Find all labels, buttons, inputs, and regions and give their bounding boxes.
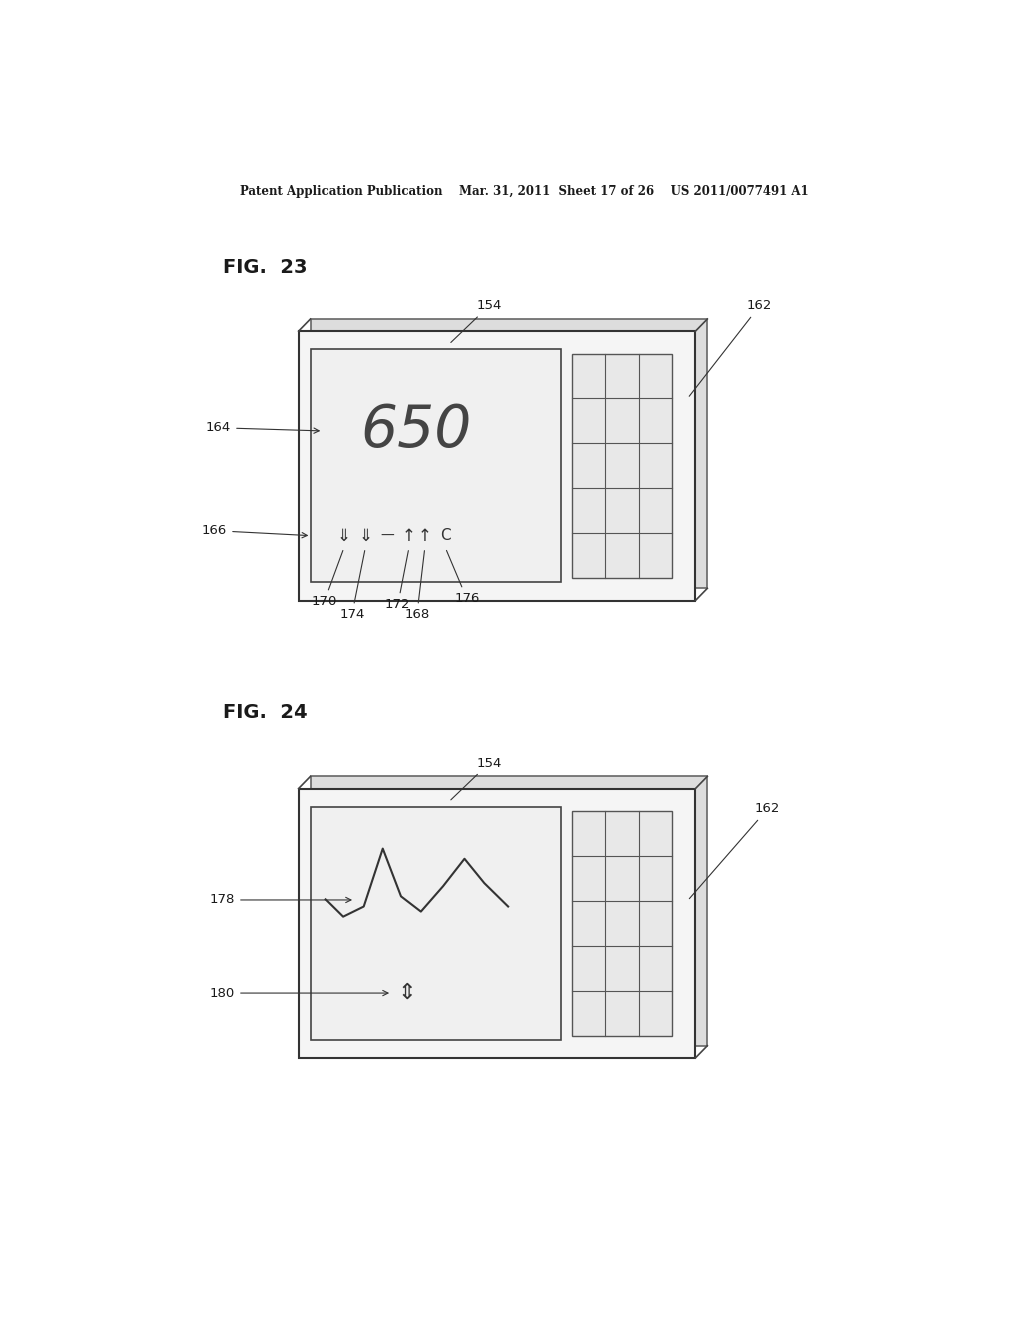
Text: 154: 154 bbox=[451, 300, 502, 342]
Text: 176: 176 bbox=[446, 550, 479, 605]
Text: 178: 178 bbox=[210, 894, 351, 907]
Text: FIG.  24: FIG. 24 bbox=[223, 702, 308, 722]
Text: 168: 168 bbox=[404, 550, 429, 622]
Bar bbox=[310, 319, 708, 589]
Text: 174: 174 bbox=[339, 550, 365, 622]
Text: —: — bbox=[381, 529, 394, 543]
Text: ↑: ↑ bbox=[418, 527, 432, 545]
Text: 172: 172 bbox=[385, 550, 411, 611]
Text: 180: 180 bbox=[210, 986, 388, 999]
Text: 170: 170 bbox=[311, 550, 343, 609]
Text: 166: 166 bbox=[202, 524, 307, 537]
Text: C: C bbox=[440, 528, 451, 544]
Bar bbox=[572, 354, 672, 578]
Text: ⇓: ⇓ bbox=[337, 527, 351, 545]
Bar bbox=[311, 807, 561, 1040]
Text: Patent Application Publication    Mar. 31, 2011  Sheet 17 of 26    US 2011/00774: Patent Application Publication Mar. 31, … bbox=[241, 185, 809, 198]
Text: 154: 154 bbox=[451, 756, 502, 800]
Text: 164: 164 bbox=[206, 421, 319, 434]
Bar bbox=[311, 350, 561, 582]
Text: 650: 650 bbox=[360, 403, 472, 459]
Text: FIG.  23: FIG. 23 bbox=[223, 257, 308, 277]
Text: ⇕: ⇕ bbox=[397, 983, 416, 1003]
Bar bbox=[299, 331, 695, 601]
Bar bbox=[310, 776, 708, 1045]
Text: 162: 162 bbox=[689, 300, 772, 396]
Text: ↑: ↑ bbox=[402, 527, 416, 545]
Text: 162: 162 bbox=[689, 803, 780, 899]
Bar bbox=[572, 810, 672, 1036]
Text: ⇓: ⇓ bbox=[358, 527, 372, 545]
Bar bbox=[299, 788, 695, 1057]
